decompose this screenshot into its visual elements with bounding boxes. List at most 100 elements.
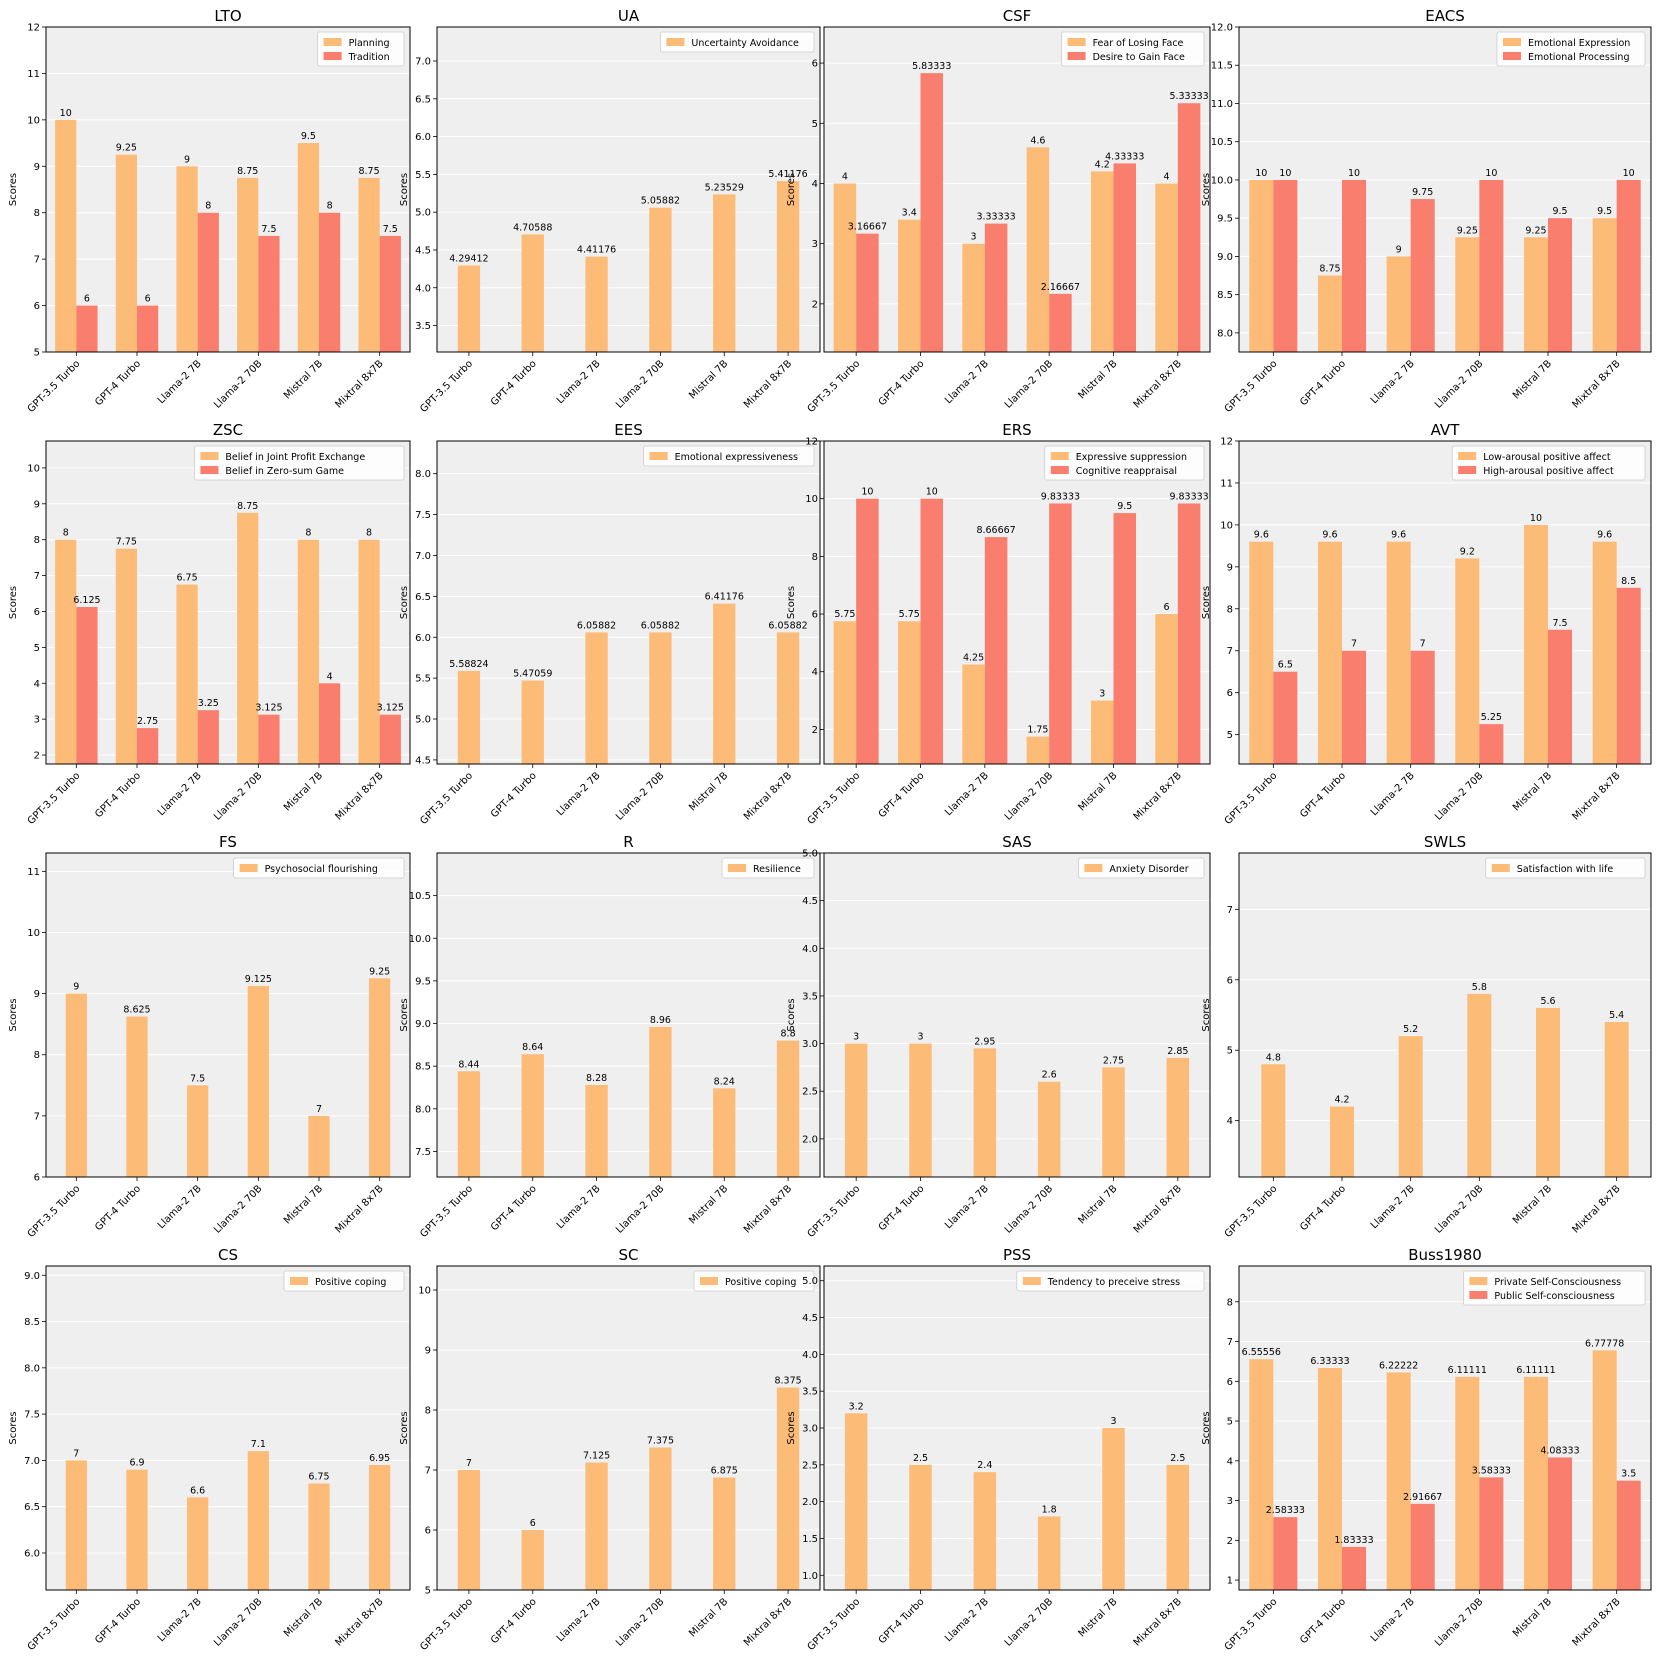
data-label: 7.75 [116,537,137,548]
bar-series1 [126,1016,148,1177]
legend: Satisfaction with life [1485,857,1646,879]
bar-series1 [369,1465,391,1590]
bar-series1 [115,154,137,352]
bar-series1 [585,1462,608,1590]
y-tick-label: 10.0 [1211,175,1233,186]
data-label: 9.5 [1117,501,1132,512]
data-label: 2.91667 [1403,1492,1442,1503]
x-tick-label: GPT-4 Turbo [489,770,539,820]
plot-frame [1238,1265,1652,1591]
data-label: 6.125 [73,595,100,606]
legend: Emotional Expression Emotional Processing [1496,31,1646,67]
chart-title: AVT [1431,421,1461,439]
y-tick-label: 3 [1227,1496,1233,1507]
data-label: 10 [1255,168,1267,179]
bar-series2 [1342,179,1367,352]
bar-series1 [1455,237,1480,352]
y-tick-label: 7 [1227,905,1233,916]
x-tick-label: Llama-2 7B [156,1596,204,1644]
data-label: 8.64 [522,1042,543,1053]
x-tick-label: GPT-3.5 Turbo [806,770,863,827]
bar-series1 [844,1043,868,1177]
x-tick-label: Mistral 7B [1077,1183,1120,1226]
legend-label: Planning [349,38,390,49]
legend-label: Positive coping [315,1277,386,1288]
data-label: 9.25 [116,143,137,154]
x-tick-label: GPT-3.5 Turbo [26,1596,83,1653]
data-label: 4 [1164,171,1170,182]
y-tick-label: 1 [1227,1576,1233,1587]
data-label: 4.70588 [513,222,552,233]
data-label: 9 [184,154,190,165]
x-tick-label: Mixtral 8x7B [1570,1596,1622,1648]
x-tick-label: GPT-4 Turbo [489,1596,539,1646]
legend-label: Satisfaction with life [1517,864,1614,875]
x-tick-label: GPT-3.5 Turbo [418,1183,475,1240]
data-label: 6 [1164,602,1170,613]
y-tick-label: 2 [34,751,40,762]
legend-swatch [1050,466,1069,474]
data-label: 8.625 [123,1005,150,1016]
plot-frame [823,1265,1211,1591]
bar-series1 [833,621,857,764]
plot-area [46,27,410,352]
y-tick-label: 8.0 [415,1104,431,1115]
x-tick-label: Mistral 7B [687,770,730,813]
bar-series2 [1479,1477,1504,1590]
y-tick-label: 3.0 [802,1039,818,1050]
data-label: 2.16667 [1041,282,1080,293]
y-tick-label: 5.0 [802,1276,818,1287]
legend-label: Public Self-consciousness [1494,1291,1614,1302]
legend-swatch [239,864,258,872]
bar-series2 [1616,179,1641,352]
data-label: 3.25 [198,698,219,709]
x-tick-label: GPT-4 Turbo [93,358,143,408]
chart-title: R [623,833,633,851]
bar-series2 [1342,650,1367,764]
x-tick-label: GPT-3.5 Turbo [806,1183,863,1240]
data-label: 2.85 [1167,1046,1188,1057]
data-label: 6.22222 [1379,1360,1418,1371]
legend-swatch [1022,1277,1041,1285]
bar-series1 [247,985,269,1177]
plot-frame [1238,852,1652,1178]
bar-series2 [1113,163,1137,352]
bar-series2 [1273,671,1298,764]
data-label: 9.2 [1460,546,1475,557]
bar-series1 [55,539,77,764]
x-tick-label: Llama-2 70B [212,770,264,822]
y-tick-label: 10.5 [409,891,431,902]
data-label: 5.75 [834,609,855,620]
data-label: 4.2 [1095,159,1110,170]
chart-title: UA [618,7,640,25]
x-tick-label: Mistral 7B [282,358,325,401]
bar-series1 [1523,1376,1548,1590]
plot-frame [45,1265,411,1591]
bar-series2 [920,73,944,352]
bar-series1 [1317,1368,1342,1590]
data-label: 5.23529 [705,182,744,193]
data-label: 7 [1420,639,1426,650]
bar-series2 [76,305,98,352]
plot-frame [823,440,1211,765]
chart-sas: 2.0 2.5 3.0 3.5 4.0 4.5 5.0 Scores SAS GPT-3.5 Tu… [786,833,1211,1240]
data-label: 3.2 [849,1401,864,1412]
legend-label: Emotional Expression [1528,38,1630,49]
bar-series1 [1155,183,1178,352]
chart-eacs: 8.0 8.5 9.0 9.5 10.0 10.5 11.0 11.5 12.0 Scores EA… [1201,7,1652,415]
legend-swatch [1458,452,1477,460]
y-tick-label: 9 [34,162,40,173]
legend: Low-arousal positive affect High-arousal … [1451,445,1646,481]
data-label: 3 [853,1032,859,1043]
x-tick-label: Mistral 7B [282,770,325,813]
chart-zsc: 2 3 4 5 6 7 8 9 10 Scores ZSC GPT-3.5 Turbo 8 6.125 GP… [8,421,411,827]
y-tick-label: 7.0 [24,1456,40,1467]
data-label: 8.96 [650,1015,671,1026]
y-tick-label: 4.5 [802,1313,818,1324]
plot-area [1239,441,1651,764]
y-tick-label: 8.0 [24,1363,40,1374]
data-label: 6.11111 [1448,1365,1487,1376]
legend-label: Fear of Losing Face [1093,38,1184,49]
data-label: 9.25 [1525,225,1546,236]
bar-series1 [1592,541,1617,764]
